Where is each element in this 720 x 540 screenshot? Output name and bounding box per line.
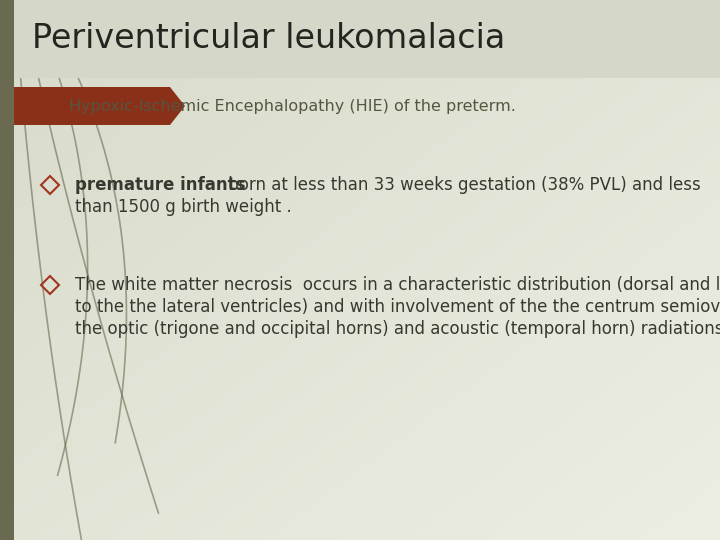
Text: than 1500 g birth weight .: than 1500 g birth weight . bbox=[75, 198, 292, 216]
Text: premature infants: premature infants bbox=[75, 176, 246, 194]
Bar bbox=[14, 0, 720, 78]
Bar bbox=[0, 0, 14, 540]
Text: Periventricular leukomalacia: Periventricular leukomalacia bbox=[32, 23, 505, 56]
Text: The white matter necrosis  occurs in a characteristic distribution (dorsal and l: The white matter necrosis occurs in a ch… bbox=[75, 276, 720, 294]
Text: the optic (trigone and occipital horns) and acoustic (temporal horn) radiations.: the optic (trigone and occipital horns) … bbox=[75, 320, 720, 338]
Polygon shape bbox=[14, 87, 185, 125]
Text: Hypoxic-Ischemic Encephalopathy (HIE) of the preterm.: Hypoxic-Ischemic Encephalopathy (HIE) of… bbox=[69, 98, 516, 113]
Text: to the the lateral ventricles) and with involvement of the the centrum semiovale: to the the lateral ventricles) and with … bbox=[75, 298, 720, 316]
Text: born at less than 33 weeks gestation (38% PVL) and less: born at less than 33 weeks gestation (38… bbox=[223, 176, 701, 194]
